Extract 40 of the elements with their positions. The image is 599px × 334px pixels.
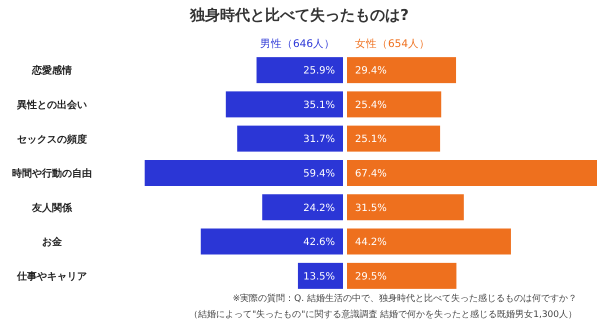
bar <box>200 228 343 255</box>
series-label: 男性（646人） <box>258 37 335 51</box>
y-tick-label: 友人関係 <box>31 202 73 214</box>
data-label: 24.2% <box>303 202 335 214</box>
bar <box>347 262 456 289</box>
bar <box>347 91 442 118</box>
data-label: 59.4% <box>303 168 335 180</box>
data-label: 31.7% <box>303 134 335 146</box>
y-tick-label: 恋愛感情 <box>31 64 72 77</box>
bar <box>144 160 343 186</box>
data-label: 29.4% <box>355 66 387 77</box>
y-tick-label: お金 <box>42 236 63 248</box>
y-tick-label: セックスの頻度 <box>17 133 87 146</box>
data-label: 67.4% <box>355 168 387 180</box>
bar <box>347 126 440 152</box>
bar <box>347 228 511 255</box>
data-label: 35.1% <box>303 100 335 111</box>
data-label: 31.5% <box>355 202 387 214</box>
bar <box>298 262 343 289</box>
chart-title: 独身時代と比べて失ったものは? <box>188 6 410 25</box>
data-label: 25.1% <box>355 134 387 146</box>
bar <box>262 194 343 220</box>
data-label: 25.9% <box>303 66 335 77</box>
y-tick-label: 異性との出会い <box>16 98 87 111</box>
series-label: 女性（654人） <box>355 37 432 51</box>
bar <box>347 194 464 220</box>
annotation: ※実際の質問：Q. 結婚生活の中で、独身時代と比べて失った感じるものは何ですか？ <box>232 292 577 306</box>
text: （結婚によって"失ったもの"に関する意識調査 結婚で何かを失ったと感じる既婚男女1,300人） <box>189 308 577 322</box>
data-label: 42.6% <box>303 237 335 248</box>
data-label: 25.4% <box>355 100 387 111</box>
y-tick-label: 時間や行動の自由 <box>12 168 92 180</box>
bar <box>237 126 343 152</box>
data-label: 44.2% <box>355 237 387 248</box>
data-label: 29.5% <box>355 271 387 282</box>
bar <box>226 91 343 118</box>
bar <box>347 57 456 84</box>
bar <box>256 57 343 84</box>
y-tick-label: 仕事やキャリア <box>16 270 87 282</box>
data-label: 13.5% <box>303 271 335 282</box>
bar <box>347 160 597 186</box>
